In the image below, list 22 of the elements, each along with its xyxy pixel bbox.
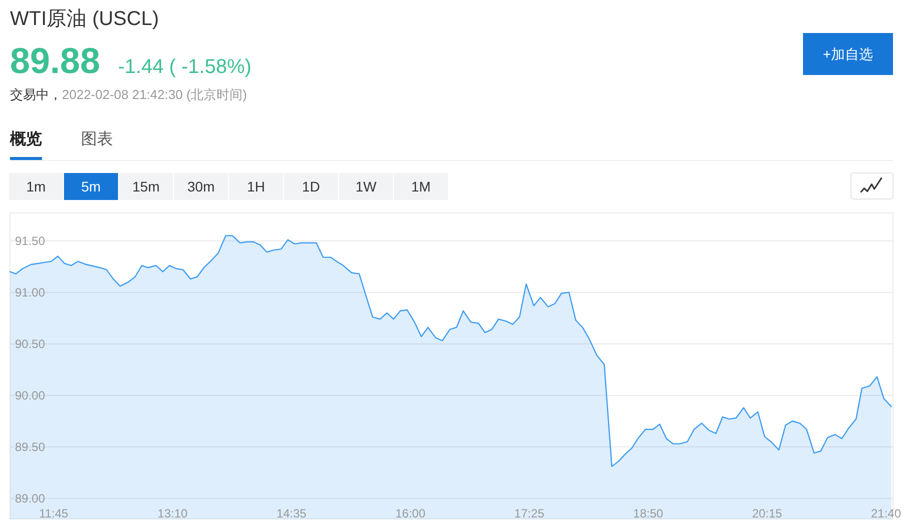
y-tick-label: 89.00	[15, 491, 46, 506]
annotation: 图表	[81, 131, 113, 148]
x-tick-label: 16:00	[395, 506, 426, 520]
y-tick-label: 90.00	[15, 388, 46, 402]
x-tick-label: 13:10	[158, 506, 188, 520]
x-tick-label: 14:35	[276, 506, 307, 520]
x-tick-label: 18:50	[633, 506, 664, 520]
x-tick-label: 20:15	[752, 506, 782, 520]
title: WTI原油 (USCL)	[10, 8, 159, 30]
annotation: 89.88	[10, 40, 100, 81]
y-tick-label: 91.00	[15, 285, 46, 300]
x-tick-label: 17:25	[514, 506, 545, 520]
y-tick-label: 91.50	[15, 234, 46, 248]
y-tick-label: 90.50	[15, 336, 46, 351]
subtitle: 2022-02-08 21:42:30 (北京时间)	[62, 87, 247, 102]
x-tick-label: 21:40	[870, 506, 902, 520]
x-tick-label: 11:45	[39, 506, 69, 520]
annotation: 交易中，	[10, 87, 62, 102]
y-tick-label: 89.50	[15, 440, 46, 454]
annotation: 概览	[10, 131, 42, 148]
button-add: +加自选	[803, 33, 893, 75]
annotation: -1.44 ( -1.58%)	[118, 56, 252, 78]
